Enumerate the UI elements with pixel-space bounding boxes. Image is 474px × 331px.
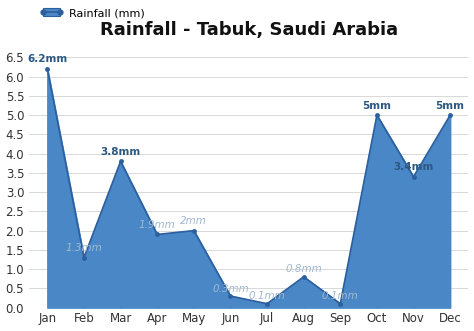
Text: 0.3mm: 0.3mm (212, 284, 249, 294)
Text: 3.4mm: 3.4mm (393, 162, 434, 172)
Title: Rainfall - Tabuk, Saudi Arabia: Rainfall - Tabuk, Saudi Arabia (100, 21, 398, 39)
Text: 6.2mm: 6.2mm (27, 54, 67, 64)
Text: 1.9mm: 1.9mm (139, 220, 175, 230)
Legend: Rainfall (mm): Rainfall (mm) (39, 4, 149, 23)
Text: 0.8mm: 0.8mm (285, 264, 322, 274)
Text: 0.1mm: 0.1mm (249, 291, 285, 302)
Text: 1.3mm: 1.3mm (65, 243, 102, 253)
Text: 0.1mm: 0.1mm (322, 291, 359, 302)
Text: 5mm: 5mm (363, 101, 392, 111)
Text: 2mm: 2mm (181, 216, 207, 226)
Text: 3.8mm: 3.8mm (100, 147, 141, 157)
Text: 5mm: 5mm (436, 101, 465, 111)
